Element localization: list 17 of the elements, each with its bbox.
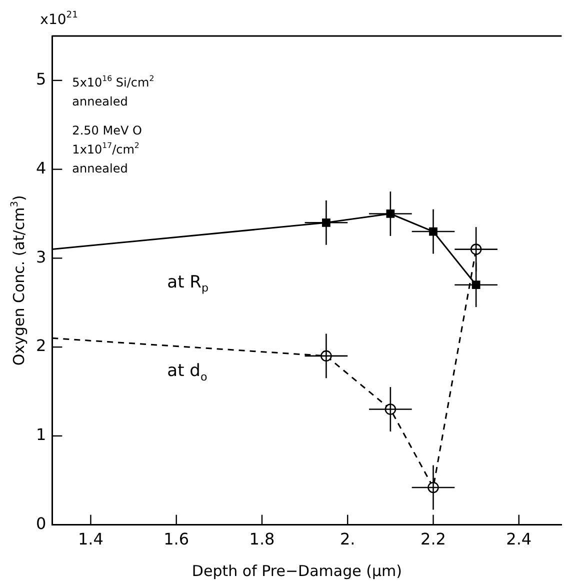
x-tick-label: 1.6 [164, 530, 190, 549]
annotation: 2.50 MeV O [72, 123, 142, 138]
y-tick-label: 4 [36, 158, 46, 178]
x-tick-label: 1.8 [249, 530, 275, 549]
annotation: annealed [72, 161, 128, 176]
x-tick-label: 2. [340, 530, 356, 549]
x-tick-label: 2.4 [506, 530, 532, 549]
y-tick-label: 0 [36, 514, 46, 533]
y-axis-title: Oxygen Conc. (at/cm3) [9, 195, 28, 366]
annotation: annealed [72, 94, 128, 108]
x-tick-label: 2.2 [420, 530, 446, 549]
y-tick-label: 3 [36, 247, 46, 266]
x-axis-title: Depth of Pre−Damage (μm) [192, 562, 402, 580]
y-tick-label: 5 [36, 70, 46, 89]
y-tick-label: 2 [36, 336, 46, 356]
y-tick-label: 1 [36, 425, 46, 444]
x-tick-label: 1.4 [78, 530, 104, 549]
